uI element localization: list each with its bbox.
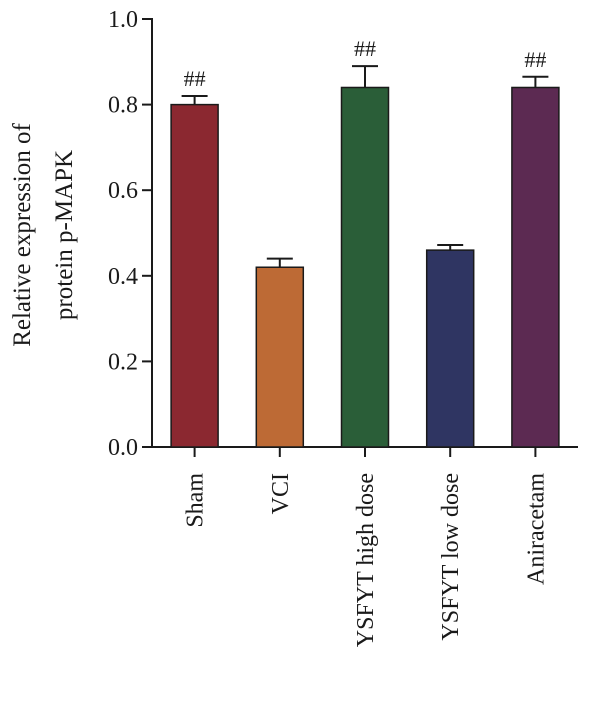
significance-label: ## — [354, 36, 376, 61]
y-tick-label: 0.4 — [108, 264, 138, 290]
y-tick-label: 0.0 — [108, 435, 138, 461]
bars — [170, 86, 560, 448]
bar — [170, 103, 219, 448]
error-bars — [181, 65, 549, 268]
significance-label: ## — [184, 66, 206, 91]
significance-label: ## — [524, 47, 546, 72]
y-tick-label: 0.2 — [108, 349, 138, 375]
y-axis-title-line-2: protein p-MAPK — [51, 150, 78, 320]
significance-labels: ## ## ## — [184, 36, 547, 91]
x-axis-ticks: Sham VCI YSFYT high dose YSFYT low dose Anir… — [183, 447, 549, 647]
x-tick-label: Sham — [183, 473, 209, 528]
x-tick-label: YSFYT low dose — [438, 473, 464, 641]
y-tick-label: 0.8 — [108, 93, 138, 119]
y-axis-ticks: 0.0 0.2 0.4 0.6 0.8 1.0 — [108, 7, 152, 461]
x-tick-label: Aniracetam — [523, 473, 549, 585]
y-tick-label: 1.0 — [108, 7, 138, 33]
y-axis-title: Relative expression of protein p-MAPK — [9, 123, 78, 347]
x-tick-label: VCI — [268, 473, 294, 514]
y-axis-title-line-1: Relative expression of — [9, 123, 36, 347]
y-tick-label: 0.6 — [108, 178, 138, 204]
bar — [255, 266, 305, 448]
bar — [511, 86, 560, 448]
bar — [340, 86, 390, 448]
bar — [425, 249, 475, 448]
x-tick-label: YSFYT high dose — [353, 473, 379, 647]
